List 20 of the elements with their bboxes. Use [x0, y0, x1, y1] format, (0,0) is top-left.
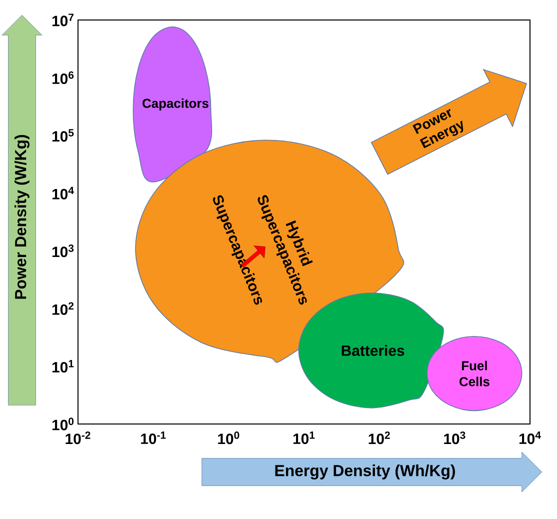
y-tick-label: 10$^{7}$ [52, 14, 74, 26]
x-tick-label: 10$^{2}$ [368, 432, 390, 444]
x-tick-label: 10$^{3}$ [444, 432, 466, 444]
series-label: Capacitors [142, 98, 208, 110]
y-tick-label: 10$^{6}$ [52, 71, 74, 84]
y-tick-label: 10$^{2}$ [52, 302, 74, 315]
y-tick-label: 10$^{4}$ [52, 186, 74, 200]
x-tick-label: 10$^{-2}$ [66, 432, 90, 444]
y-tick-label: 10$^{5}$ [52, 129, 74, 142]
x-axis-title: Energy Density (Wh/Kg) [275, 464, 455, 480]
x-tick-label: 10$^{1}$ [293, 432, 315, 444]
series-label: Batteries [342, 344, 404, 356]
y-tick-label: 10$^{3}$ [52, 244, 74, 258]
y-axis-title: Power Density (W/Kg) [14, 134, 30, 299]
y-tick-label: 10$^{1}$ [52, 360, 74, 373]
series-label: Fuel Cells [460, 360, 490, 386]
x-tick-label: 10$^{4}$ [519, 432, 541, 444]
y-tick-label: 10$^{0}$ [52, 418, 74, 430]
x-tick-label: 10$^{-1}$ [141, 432, 166, 444]
x-tick-label: 10$^{0}$ [218, 432, 240, 444]
